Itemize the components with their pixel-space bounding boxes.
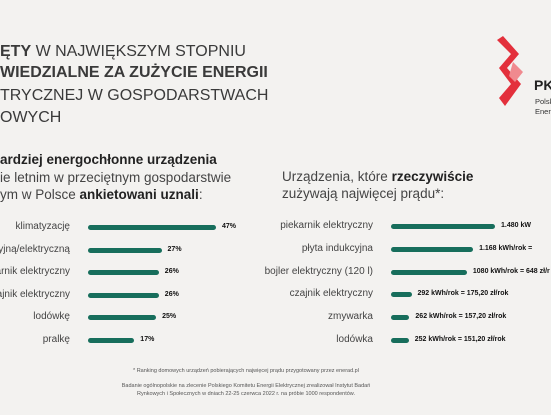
bar <box>391 338 409 343</box>
value-label: 26% <box>164 268 179 276</box>
logo-abbr: PK <box>534 77 551 93</box>
bar <box>88 315 157 321</box>
bar <box>88 338 135 343</box>
left-subtitle-line-1: ie letnim w przeciętnym gospodarstwie <box>0 170 232 185</box>
category-label: czajnik elektryczny <box>289 288 373 300</box>
bar <box>391 315 410 321</box>
category-label: lodówkę <box>33 311 70 323</box>
value-label: 252 kWh/rok = 151,20 zł/rok <box>414 336 506 343</box>
category-label: bojler elektryczny (120 l) <box>264 265 373 277</box>
value-label: 262 kWh/rok = 157,20 zł/rok <box>415 313 507 321</box>
bar <box>391 292 412 298</box>
bar <box>88 225 216 230</box>
value-label: 17% <box>140 336 155 343</box>
category-label: klimatyzację <box>15 221 70 232</box>
headline-line-4: OWYCH <box>0 109 62 126</box>
value-label: 1.480 kW <box>501 222 531 229</box>
category-label: yjną/elektryczną <box>0 243 70 255</box>
logo-sub-1: Polsk <box>535 97 551 106</box>
bar <box>88 270 159 276</box>
value-label: 25% <box>162 313 177 321</box>
bar <box>391 246 474 252</box>
right-title-line-2: zużywają najwięcej prądu*: <box>282 186 445 201</box>
logo-sub-2: Energ <box>535 107 551 116</box>
bar <box>391 224 495 229</box>
value-label: 47% <box>222 223 237 230</box>
value-label: 292 kWh/rok = 175,20 zł/rok <box>417 290 509 298</box>
category-label: zmywarka <box>327 311 373 323</box>
headline-line-1: ĘTY W NAJWIĘKSZYM STOPNIU <box>0 43 246 60</box>
value-label: 27% <box>167 245 182 253</box>
left-title: ardziej energochłonne urządzenia <box>0 152 217 167</box>
bar <box>391 269 467 275</box>
footnote-survey: Badanie ogólnopolskie na zlecenie Polski… <box>121 383 371 397</box>
headline-line-3: TRYCZNEJ W GOSPODARSTWACH <box>0 87 269 104</box>
category-label: ajnik elektryczny <box>0 288 70 300</box>
category-label: płyta indukcyjna <box>301 242 373 254</box>
category-label: arnik elektryczny <box>0 266 70 278</box>
bar <box>88 247 162 253</box>
footnote-ranking: * Ranking domowych urządzeń pobierającyc… <box>133 368 359 374</box>
value-label: 1080 kWh/rok = 648 zł/r <box>472 267 550 275</box>
value-label: 1.168 kWh/rok = <box>479 244 533 252</box>
right-title-line-1: Urządzenia, które rzeczywiście <box>282 169 474 184</box>
pkee-logo-icon <box>497 36 523 106</box>
headline-line-2: WIEDZIALNE ZA ZUŻYCIE ENERGII <box>0 64 268 81</box>
left-subtitle-line-2: ym w Polsce ankietowani uznali: <box>0 187 203 202</box>
category-label: piekarnik elektryczny <box>280 220 373 231</box>
category-label: pralkę <box>42 334 70 345</box>
bar <box>88 292 159 298</box>
category-label: lodówka <box>336 334 373 345</box>
value-label: 26% <box>164 290 179 298</box>
